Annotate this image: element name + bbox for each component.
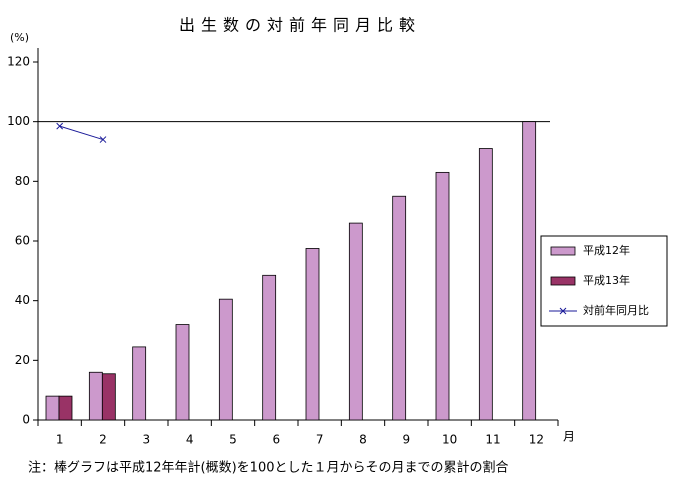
x-tick-label: 9 <box>403 433 411 447</box>
y-tick-label: 40 <box>15 293 30 307</box>
bar <box>132 346 147 421</box>
bar <box>175 324 190 421</box>
marker <box>99 136 107 143</box>
chart-title: 出生数の対前年同月比較 <box>179 16 421 35</box>
y-axis-label: (%) <box>10 31 29 44</box>
x-tick-label: 7 <box>316 433 324 447</box>
y-tick-label: 20 <box>15 353 30 367</box>
bar <box>262 274 277 421</box>
x-tick-label: 4 <box>186 433 194 447</box>
legend-swatch <box>550 246 576 256</box>
legend-label: 対前年同月比 <box>583 303 649 317</box>
footnote: 注：棒グラフは平成12年年計(概数)を100とした１月からその月までの累計の割合 <box>28 460 509 476</box>
x-tick-label: 5 <box>229 433 237 447</box>
y-tick-label: 80 <box>15 174 30 188</box>
x-tick-label: 12 <box>529 433 544 447</box>
legend-swatch <box>550 276 576 286</box>
x-tick-label: 3 <box>143 433 151 447</box>
x-tick-label: 11 <box>485 433 500 447</box>
x-tick-label: 6 <box>273 433 281 447</box>
y-tick-label: 100 <box>7 114 30 128</box>
x-tick-label: 1 <box>56 433 64 447</box>
y-tick-label: 60 <box>15 234 30 248</box>
bar <box>392 195 407 421</box>
bar <box>45 395 60 421</box>
bar <box>58 395 73 421</box>
x-tick-label: 10 <box>442 433 457 447</box>
x-axis-label: 月 <box>563 430 575 444</box>
bar <box>305 248 320 421</box>
line <box>59 125 104 141</box>
legend-marker <box>559 307 567 315</box>
y-tick-label: 0 <box>22 413 30 427</box>
bar <box>101 373 116 421</box>
x-tick-label: 2 <box>99 433 107 447</box>
bar <box>218 298 233 421</box>
bar <box>348 222 363 421</box>
legend-label: 平成13年 <box>583 273 630 287</box>
marker <box>56 122 64 130</box>
bar <box>88 371 103 421</box>
legend-label: 平成12年 <box>583 243 630 257</box>
x-tick-label: 8 <box>359 433 367 447</box>
bar <box>478 148 493 421</box>
bar <box>435 171 450 421</box>
y-tick-label: 120 <box>7 55 30 69</box>
bar <box>522 121 537 421</box>
